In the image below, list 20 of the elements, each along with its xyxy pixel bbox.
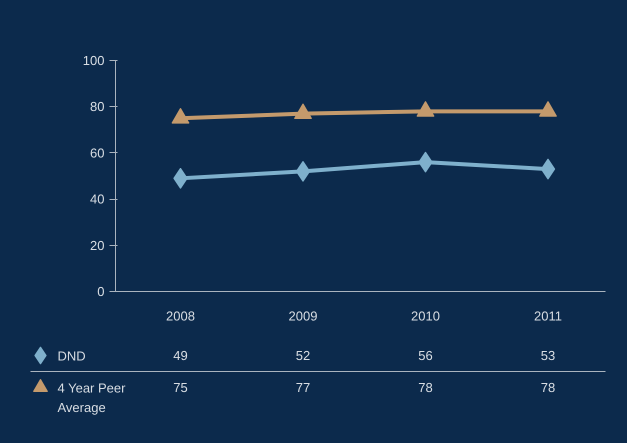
data-label: 52 xyxy=(296,348,310,363)
y-tick-label: 0 xyxy=(97,284,105,299)
y-tick-label: 80 xyxy=(90,99,105,114)
data-label: 49 xyxy=(173,348,188,363)
data-label: 56 xyxy=(418,348,433,363)
legend-label: DND xyxy=(58,348,86,364)
x-tick-label: 2009 xyxy=(288,308,318,324)
x-tick-label: 2010 xyxy=(411,308,440,324)
x-tick-label: 2011 xyxy=(534,308,562,324)
x-tick-label: 2008 xyxy=(166,308,195,324)
y-tick-label: 20 xyxy=(90,238,105,253)
data-label: 75 xyxy=(173,380,188,395)
data-label: 77 xyxy=(296,380,310,395)
y-tick-label: 100 xyxy=(82,53,105,68)
y-tick-label: 40 xyxy=(90,192,105,207)
legend-label: 4 Year Peer Average xyxy=(58,380,126,415)
data-label: 53 xyxy=(540,348,556,363)
y-tick-label: 60 xyxy=(90,145,105,160)
data-label: 78 xyxy=(540,380,556,395)
data-label: 78 xyxy=(418,380,433,395)
